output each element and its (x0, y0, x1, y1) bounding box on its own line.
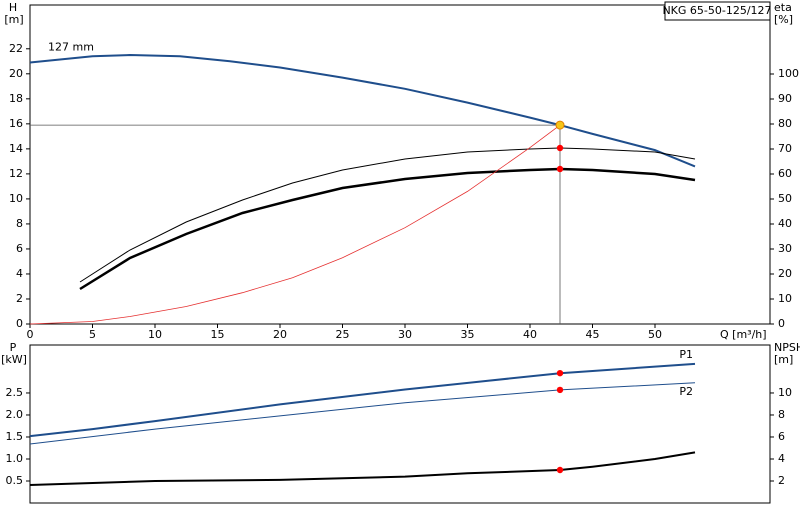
y-tick-label: 6 (16, 242, 23, 255)
x-tick-label: 20 (273, 328, 287, 341)
curve (29, 362, 696, 438)
y-tick-label: 22 (9, 42, 23, 55)
y2-axis-unit: [m] (774, 353, 793, 366)
y2-tick-label: 90 (778, 92, 792, 105)
y-tick-label: 18 (9, 92, 23, 105)
x-tick-label: 30 (398, 328, 412, 341)
plot-frame (29, 4, 771, 325)
y2-tick-label: 10 (778, 292, 792, 305)
series-label: P2 (679, 385, 693, 398)
y-tick-label: 2 (16, 292, 23, 305)
y2-tick-label: 30 (778, 242, 792, 255)
duty-point (555, 120, 565, 130)
y-axis-label: P (10, 341, 17, 354)
curve (29, 124, 561, 325)
y-tick-label: 16 (9, 117, 23, 130)
y-tick-label: 1.5 (6, 430, 24, 443)
y-tick-label: 2.0 (6, 408, 24, 421)
y-tick-label: 0.5 (6, 474, 24, 487)
series-label: 127 mm (48, 41, 94, 54)
y2-tick-label: 20 (778, 267, 792, 280)
x-tick-label: 0 (27, 328, 34, 341)
curve (29, 53, 696, 168)
duty-point (556, 386, 564, 394)
y2-tick-label: 2 (778, 474, 785, 487)
y2-axis-unit: [%] (774, 13, 793, 26)
y-tick-label: 10 (9, 192, 23, 205)
series-label: P1 (679, 348, 693, 361)
x-tick-label: 35 (461, 328, 475, 341)
y2-tick-label: 100 (778, 67, 799, 80)
y2-tick-label: 10 (778, 386, 792, 399)
curve (79, 167, 696, 291)
x-tick-label: 45 (586, 328, 600, 341)
plot-frame (29, 344, 771, 504)
y-tick-label: 14 (9, 142, 23, 155)
y2-tick-label: 8 (778, 408, 785, 421)
y-tick-label: 20 (9, 67, 23, 80)
y-axis-label: H (9, 1, 17, 14)
curve (29, 451, 696, 486)
y2-tick-label: 70 (778, 142, 792, 155)
x-tick-label: 5 (89, 328, 96, 341)
duty-point (556, 466, 564, 474)
chart-title: NKG 65-50-125/127 (662, 4, 771, 17)
y-tick-label: 4 (16, 267, 23, 280)
y2-tick-label: 60 (778, 167, 792, 180)
y2-tick-label: 4 (778, 452, 785, 465)
curve (29, 382, 696, 445)
curve (79, 147, 696, 283)
x-tick-label: 50 (648, 328, 662, 341)
y-tick-label: 12 (9, 167, 23, 180)
y2-tick-label: 80 (778, 117, 792, 130)
x-tick-label: 15 (211, 328, 225, 341)
x-tick-label: 40 (523, 328, 537, 341)
y2-tick-label: 40 (778, 217, 792, 230)
y2-tick-label: 0 (778, 317, 785, 330)
y-axis-unit: [m] (4, 13, 23, 26)
y2-axis-label: eta (774, 1, 792, 14)
duty-point (556, 144, 564, 152)
duty-point (556, 165, 564, 173)
y2-tick-label: 6 (778, 430, 785, 443)
x-axis-label: Q [m³/h] (720, 328, 767, 341)
y-tick-label: 1.0 (6, 452, 24, 465)
y2-axis-label: NPSH (774, 341, 800, 354)
y-tick-label: 2.5 (6, 386, 24, 399)
y-tick-label: 8 (16, 217, 23, 230)
x-tick-label: 10 (148, 328, 162, 341)
y2-tick-label: 50 (778, 192, 792, 205)
duty-point (556, 369, 564, 377)
x-tick-label: 25 (336, 328, 350, 341)
title-box (664, 1, 771, 21)
y-axis-unit: [kW] (1, 353, 27, 366)
y-tick-label: 0 (16, 317, 23, 330)
